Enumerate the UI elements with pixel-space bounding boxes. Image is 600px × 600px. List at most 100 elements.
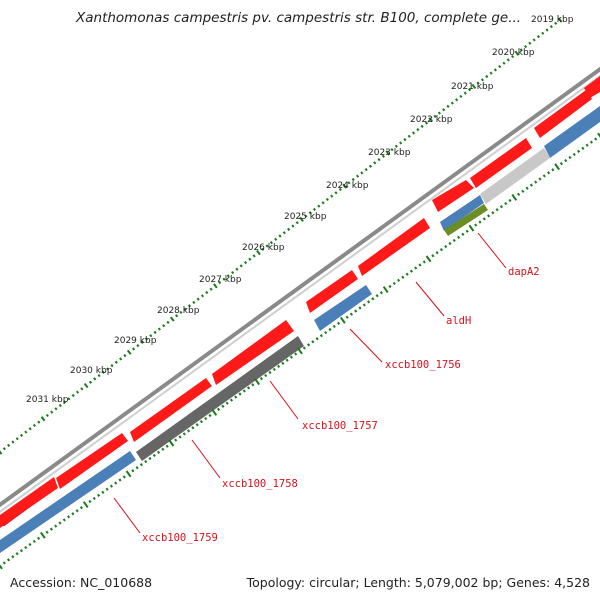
gene-label-xccb100-1757[interactable]: xccb100_1757	[302, 420, 378, 432]
gene-arrow[interactable]	[0, 477, 58, 528]
axis-minor-tick	[131, 347, 136, 351]
axis-minor-tick	[585, 143, 589, 147]
gene-arrow[interactable]	[470, 138, 532, 188]
axis-minor-tick	[235, 267, 239, 271]
axis-minor-tick	[332, 324, 336, 329]
gene-arrow[interactable]	[432, 180, 474, 212]
axis-minor-tick	[377, 157, 381, 162]
cds-track[interactable]	[0, 106, 600, 553]
axis-minor-tick	[238, 392, 242, 396]
axis-minor-tick	[11, 555, 15, 559]
axis-minor-tick	[416, 128, 420, 132]
cds-bar[interactable]	[480, 148, 550, 204]
axis-minor-tick	[119, 357, 123, 361]
tick-label: 2024 kbp	[326, 181, 369, 191]
axis-minor-tick	[519, 48, 523, 52]
gene-arrow[interactable]	[212, 320, 294, 385]
tick-label: 2028 kbp	[157, 306, 200, 316]
axis-minor-tick	[7, 558, 11, 562]
axis-minor-tick	[581, 146, 585, 150]
cds-bar[interactable]	[0, 451, 136, 553]
axis-minor-tick	[317, 204, 321, 208]
gene-label-xccb100-1756[interactable]: xccb100_1756	[385, 359, 461, 371]
axis-minor-tick	[114, 360, 118, 364]
axis-minor-tick	[495, 208, 499, 212]
axis-minor-tick	[442, 108, 446, 112]
axis-minor-tick	[452, 238, 456, 243]
axis-minor-tick	[2, 447, 6, 451]
axis-minor-tick	[19, 433, 24, 437]
tick-label: 2022 kbp	[410, 115, 453, 125]
axis-minor-tick	[265, 244, 269, 248]
gene-label-dapA2[interactable]: dapA2	[508, 266, 540, 278]
axis-minor-tick	[289, 355, 293, 359]
axis-minor-tick	[79, 506, 83, 510]
axis-minor-tick	[536, 35, 541, 39]
axis-minor-tick	[368, 164, 373, 168]
axis-minor-tick	[54, 524, 58, 528]
gene-arrow[interactable]	[584, 76, 600, 98]
axis-minor-tick	[308, 211, 312, 215]
axis-minor-tick	[446, 104, 450, 109]
axis-minor-tick	[183, 307, 187, 311]
axis-minor-tick	[360, 171, 364, 175]
axis-minor-tick	[485, 74, 489, 79]
axis-minor-tick	[71, 393, 75, 398]
axis-minor-tick	[532, 38, 536, 42]
axis-major-tick	[254, 378, 260, 386]
gene-labels[interactable]: dapA2 aldH xccb100_1756 xccb100_1757 xcc…	[113, 232, 540, 544]
gene-arrow[interactable]	[358, 218, 430, 276]
axis-minor-tick	[200, 294, 205, 298]
gene-track[interactable]	[0, 76, 600, 528]
axis-minor-tick	[277, 364, 281, 368]
axis-minor-tick	[295, 221, 299, 225]
axis-major-tick	[297, 347, 303, 355]
gene-arrow[interactable]	[130, 378, 212, 442]
axis-minor-tick	[506, 58, 510, 62]
gene-arrow[interactable]	[56, 433, 128, 489]
axis-minor-tick	[187, 429, 191, 433]
axis-minor-tick	[175, 314, 179, 318]
axis-minor-tick	[165, 444, 169, 448]
cds-bar[interactable]	[444, 204, 488, 236]
axis-minor-tick	[439, 248, 443, 252]
gene-arrow[interactable]	[306, 270, 358, 313]
axis-major-tick	[256, 250, 261, 256]
axis-minor-tick	[2, 561, 6, 565]
axis-minor-tick	[478, 220, 482, 224]
axis-minor-tick	[49, 527, 53, 531]
tick-label: 2029 kbp	[114, 336, 157, 346]
axis-minor-tick	[498, 64, 502, 69]
axis-minor-tick	[234, 395, 238, 399]
axis-minor-tick	[231, 270, 235, 275]
axis-minor-tick	[97, 373, 101, 378]
cds-bar[interactable]	[314, 285, 372, 331]
axis-minor-tick	[549, 25, 553, 29]
axis-major-tick	[126, 349, 132, 355]
cds-bar[interactable]	[136, 336, 304, 461]
axis-minor-tick	[371, 297, 375, 301]
axis-minor-tick	[294, 352, 298, 356]
axis-minor-tick	[325, 197, 329, 202]
axis-minor-tick	[199, 420, 203, 424]
axis-minor-tick	[191, 426, 195, 430]
axis-minor-tick	[431, 254, 435, 258]
cds-bar[interactable]	[440, 195, 484, 231]
gene-label-xccb100-1759[interactable]: xccb100_1759	[142, 532, 218, 544]
gene-label-xccb100-1758[interactable]: xccb100_1758	[222, 478, 298, 490]
cds-bar[interactable]	[544, 106, 600, 158]
axis-minor-tick	[564, 158, 568, 163]
axis-minor-tick	[577, 149, 581, 153]
axis-minor-tick	[71, 512, 75, 516]
axis-minor-tick	[239, 264, 243, 268]
axis-minor-tick	[187, 304, 192, 308]
axis-major-tick	[299, 216, 304, 222]
axis-minor-tick	[304, 214, 308, 218]
gene-label-aldH[interactable]: aldH	[446, 315, 471, 327]
axis-minor-tick	[414, 266, 418, 270]
gene-arrow[interactable]	[534, 90, 592, 138]
tick-labels: 2019 kbp 2020 kbp 2021 kbp 2022 kbp 2023 kbp…	[26, 15, 574, 405]
axis-minor-tick	[166, 320, 170, 325]
axis-minor-tick	[122, 475, 126, 479]
